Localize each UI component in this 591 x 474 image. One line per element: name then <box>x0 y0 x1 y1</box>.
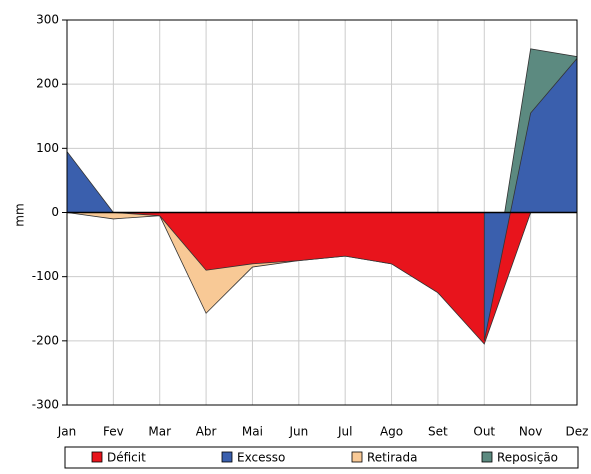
x-tick-label: Jan <box>57 425 77 439</box>
x-tick-label: Ago <box>380 425 403 439</box>
plot-border <box>66 19 578 406</box>
x-tick-label: Jun <box>288 425 308 439</box>
x-tick-label: Abr <box>196 425 217 439</box>
legend-label: Excesso <box>237 451 285 465</box>
x-tick-label: Fev <box>103 425 124 439</box>
legend-label: Déficit <box>107 451 146 465</box>
y-tick-label: -300 <box>32 398 59 412</box>
x-tick-label: Mar <box>148 425 171 439</box>
y-tick-label: 100 <box>36 141 59 155</box>
legend-swatch <box>481 451 493 463</box>
x-tick-label: Set <box>428 425 448 439</box>
y-tick-label: -200 <box>32 333 59 347</box>
x-tick-label: Jul <box>337 425 352 439</box>
legend-swatch <box>91 451 103 463</box>
y-tick-label: 300 <box>36 13 59 27</box>
y-tick-label: 200 <box>36 77 59 91</box>
legend-label: Reposição <box>497 451 558 465</box>
x-tick-label: Dez <box>566 425 589 439</box>
legend-swatch <box>221 451 233 463</box>
legend-label: Retirada <box>367 451 417 465</box>
x-tick-label: Out <box>473 425 495 439</box>
y-axis-label: mm <box>13 203 27 226</box>
y-tick-label: -100 <box>32 269 59 283</box>
x-tick-label: Nov <box>519 425 542 439</box>
y-tick-label: 0 <box>51 205 59 219</box>
x-tick-label: Mai <box>242 425 263 439</box>
legend-swatch <box>351 451 363 463</box>
legend-box <box>64 446 579 469</box>
